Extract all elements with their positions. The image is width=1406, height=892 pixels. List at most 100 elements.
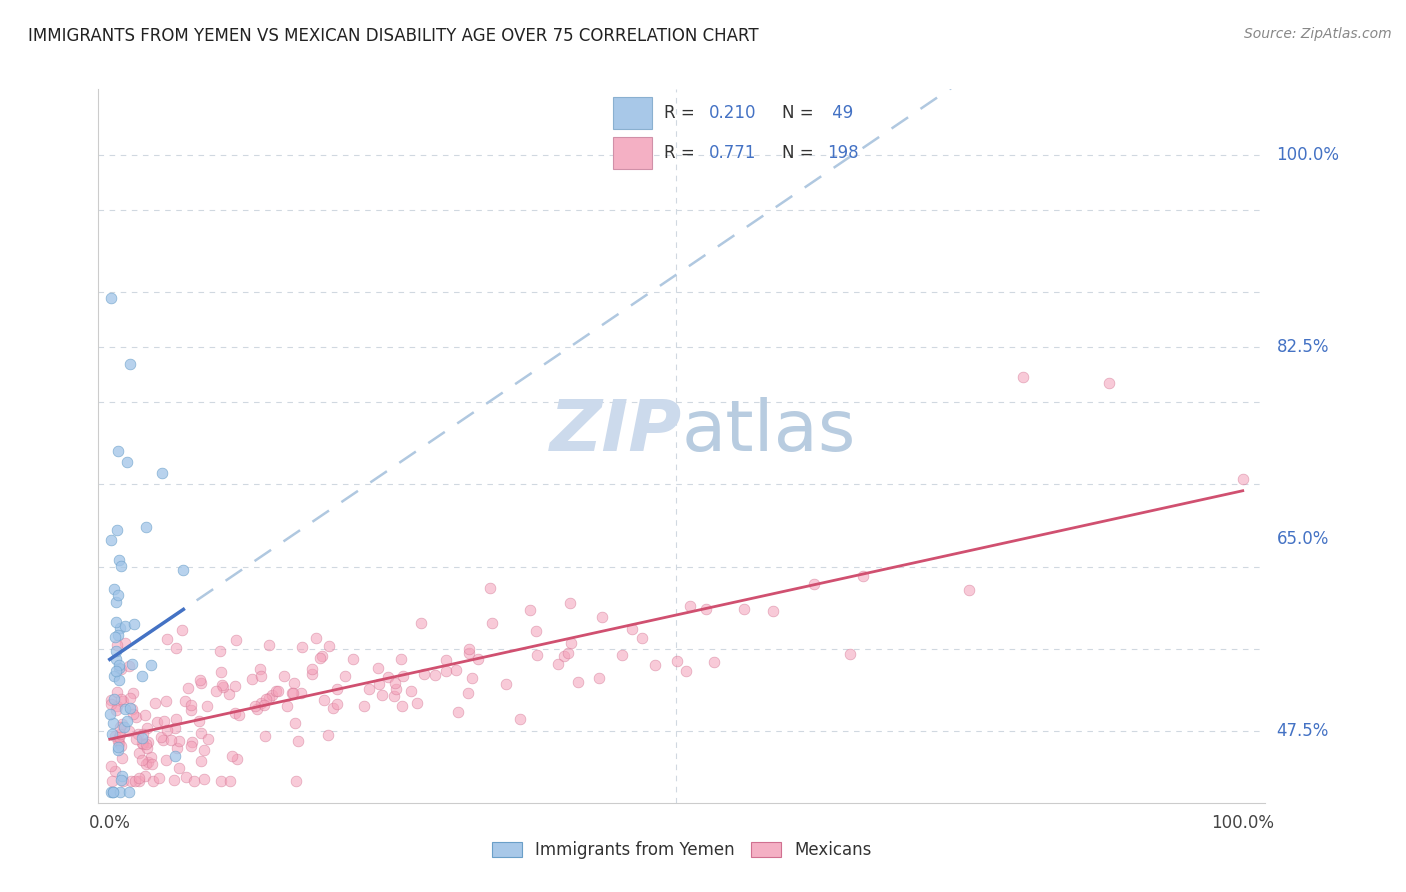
Point: [115, 714, 138, 729]
Point: [103, 582, 125, 596]
Point: [367, 676, 389, 690]
Point: [108, 661, 131, 675]
Point: [139, 749, 162, 764]
Point: [124, 731, 146, 746]
Text: 0.771: 0.771: [709, 145, 756, 162]
Point: [281, 686, 304, 700]
Point: [136, 734, 159, 748]
Point: [117, 785, 139, 799]
Text: atlas: atlas: [682, 397, 856, 467]
Point: [180, 739, 202, 754]
Point: [526, 648, 548, 662]
Point: [457, 642, 479, 657]
Point: [110, 663, 132, 677]
Point: [253, 698, 276, 712]
Point: [118, 723, 141, 738]
Point: [108, 785, 131, 799]
Point: [134, 707, 156, 722]
Point: [127, 726, 149, 740]
Point: [183, 773, 205, 788]
Point: [591, 609, 613, 624]
Point: [283, 686, 305, 700]
Point: [167, 761, 190, 775]
Text: 49: 49: [827, 104, 853, 122]
Point: [110, 739, 132, 754]
Point: [155, 694, 177, 708]
Text: 0.210: 0.210: [709, 104, 756, 122]
Point: [121, 706, 143, 721]
Text: 65.0%: 65.0%: [1277, 531, 1329, 549]
Point: [560, 636, 582, 650]
Point: [136, 722, 159, 736]
Point: [225, 633, 247, 648]
Point: [100, 533, 122, 548]
Point: [558, 596, 581, 610]
Point: [273, 669, 295, 683]
Point: [118, 690, 141, 705]
Point: [434, 653, 457, 667]
Point: [733, 601, 755, 615]
Point: [101, 773, 124, 788]
Point: [290, 640, 312, 654]
Point: [249, 662, 271, 676]
Point: [342, 651, 364, 665]
Point: [128, 746, 150, 760]
Point: [276, 699, 298, 714]
Point: [399, 683, 422, 698]
Point: [204, 684, 226, 698]
Point: [131, 736, 153, 750]
Point: [267, 684, 290, 698]
Point: [479, 582, 502, 596]
Point: [188, 673, 211, 687]
Point: [110, 558, 132, 573]
Point: [620, 623, 643, 637]
Point: [675, 665, 697, 679]
Point: [148, 771, 170, 785]
Bar: [613, 137, 652, 169]
Point: [103, 764, 125, 778]
Point: [423, 668, 446, 682]
Point: [190, 726, 212, 740]
Point: [1011, 370, 1033, 384]
Point: [335, 669, 357, 683]
Point: [105, 652, 128, 666]
Text: N =: N =: [782, 104, 818, 122]
Point: [211, 678, 233, 692]
Point: [131, 727, 153, 741]
Point: [461, 671, 484, 685]
Point: [803, 577, 825, 591]
Point: [312, 692, 335, 706]
Point: [224, 679, 246, 693]
Point: [105, 523, 128, 537]
Point: [264, 684, 287, 698]
Point: [180, 698, 202, 713]
Point: [105, 639, 128, 653]
Point: [100, 785, 122, 799]
Point: [259, 638, 281, 652]
Point: [371, 688, 394, 702]
Point: [111, 769, 134, 783]
Point: [287, 733, 309, 747]
Point: [221, 749, 243, 764]
Point: [557, 647, 579, 661]
Point: [128, 773, 150, 788]
Point: [131, 669, 153, 683]
Point: [644, 658, 666, 673]
Point: [180, 734, 202, 748]
Text: IMMIGRANTS FROM YEMEN VS MEXICAN DISABILITY AGE OVER 75 CORRELATION CHART: IMMIGRANTS FROM YEMEN VS MEXICAN DISABIL…: [28, 27, 759, 45]
Point: [318, 640, 340, 654]
Point: [107, 740, 129, 755]
Text: 198: 198: [827, 145, 858, 162]
Point: [409, 615, 432, 630]
Point: [155, 753, 177, 767]
Point: [695, 602, 717, 616]
Point: [290, 686, 312, 700]
Point: [457, 686, 479, 700]
Text: 47.5%: 47.5%: [1277, 723, 1329, 740]
Point: [467, 652, 489, 666]
Point: [124, 773, 146, 788]
Point: [165, 640, 187, 655]
Point: [703, 655, 725, 669]
Point: [322, 701, 344, 715]
Point: [228, 708, 250, 723]
